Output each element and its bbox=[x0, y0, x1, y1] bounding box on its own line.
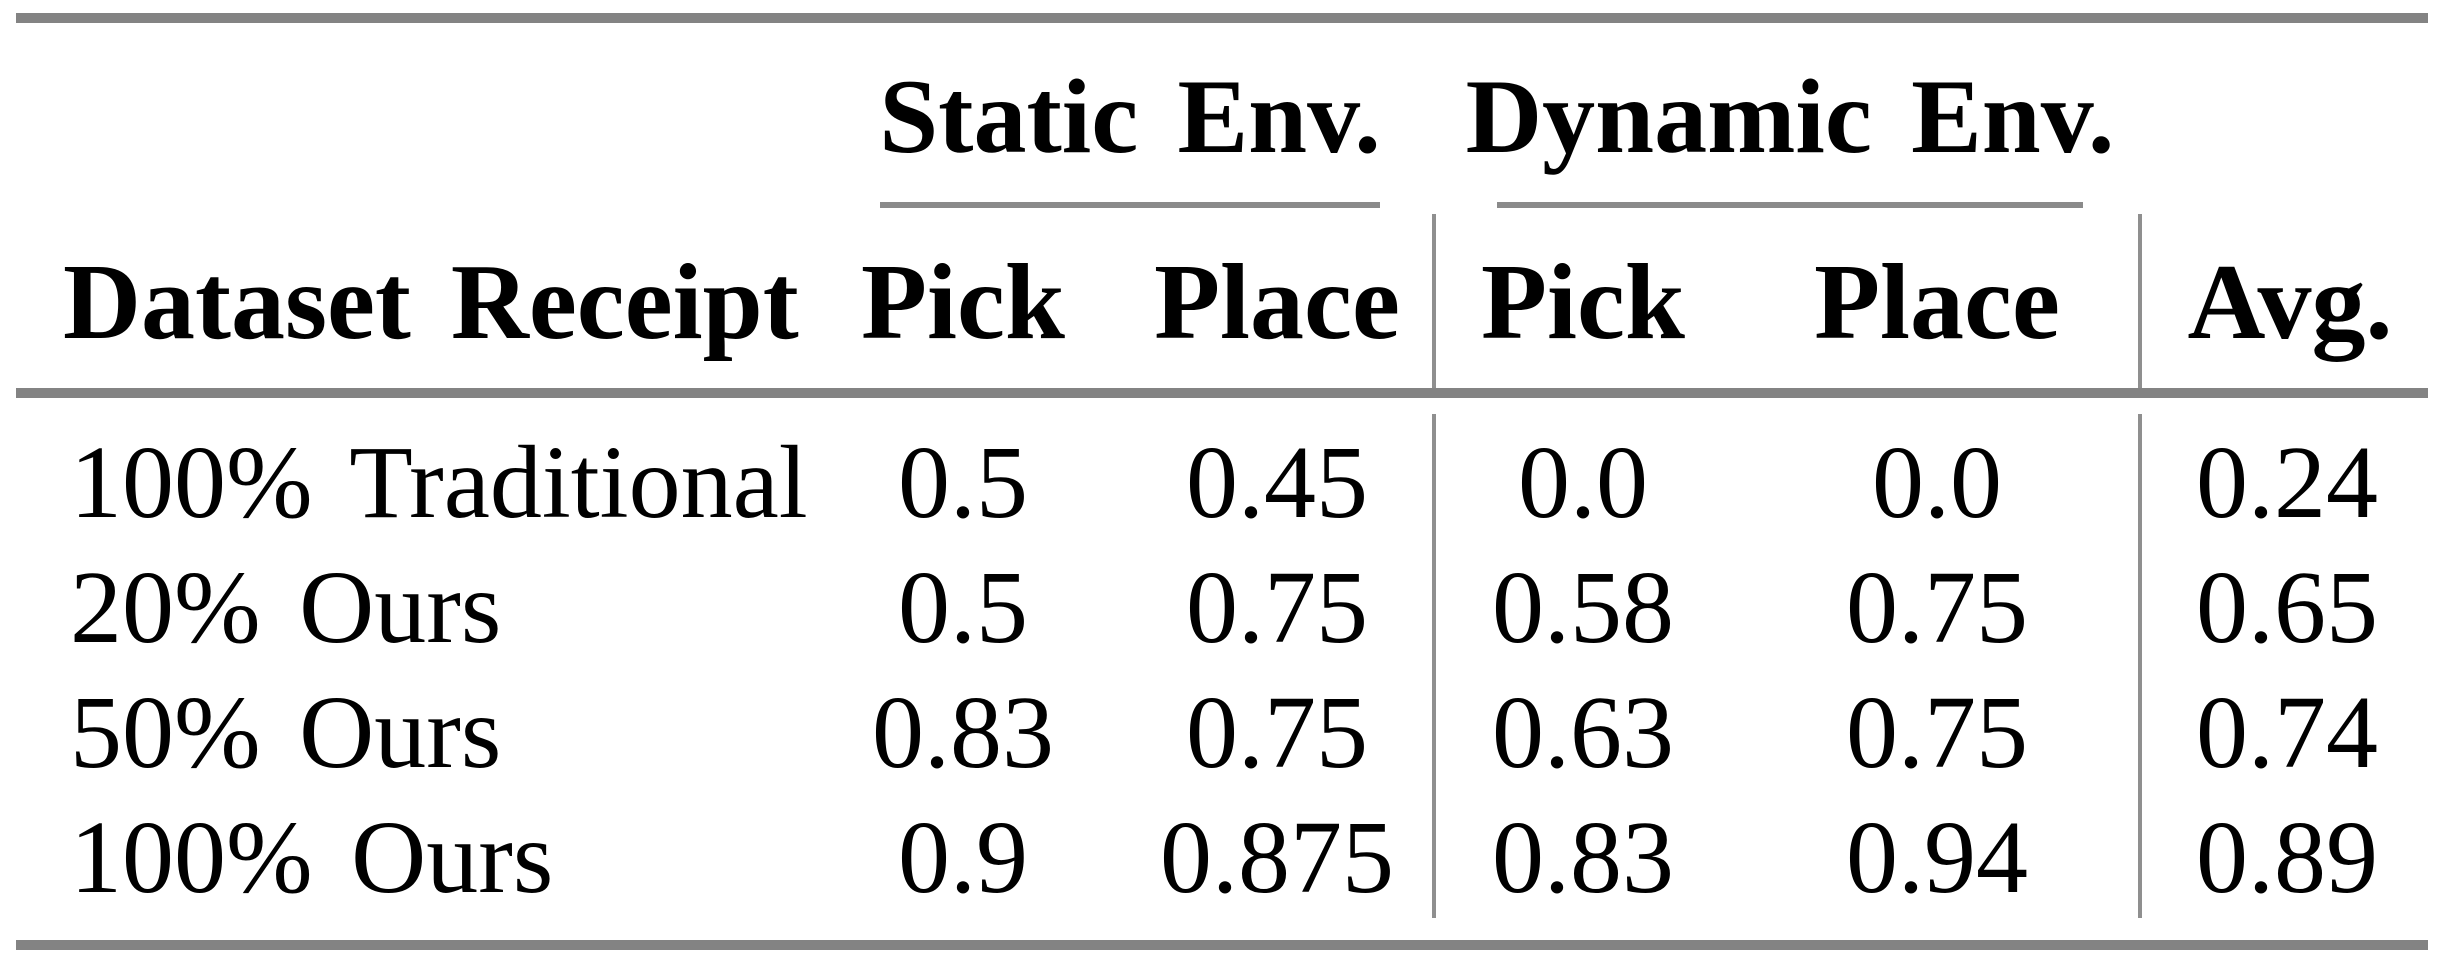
table-row: 50% Ours 0.83 0.75 0.63 0.75 0.74 bbox=[0, 681, 2440, 791]
bottom-rule bbox=[16, 940, 2428, 950]
cell-avg: 0.65 bbox=[2196, 550, 2378, 665]
cell-dynamic-pick: 0.63 bbox=[1492, 675, 1674, 790]
cell-static-pick: 0.5 bbox=[898, 425, 1028, 540]
cell-avg: 0.89 bbox=[2196, 800, 2378, 915]
static-env-underline bbox=[880, 202, 1380, 208]
column-header-dynamic-place: Place bbox=[1814, 243, 2060, 362]
cell-dynamic-pick: 0.58 bbox=[1492, 550, 1674, 665]
top-rule bbox=[16, 13, 2428, 23]
row-label: 100% Ours bbox=[70, 800, 554, 915]
table-row: 100% Ours 0.9 0.875 0.83 0.94 0.89 bbox=[0, 806, 2440, 916]
cell-dynamic-place: 0.94 bbox=[1846, 800, 2028, 915]
group-header-dynamic-env: Dynamic Env. bbox=[1465, 58, 2115, 175]
cell-avg: 0.24 bbox=[2196, 425, 2378, 540]
header-divider-rule bbox=[16, 388, 2428, 398]
cell-static-place: 0.45 bbox=[1186, 425, 1368, 540]
vertical-rule-dynamic-avg-lower bbox=[2138, 414, 2142, 918]
vertical-rule-dynamic-avg-upper bbox=[2138, 214, 2142, 388]
column-header-static-place: Place bbox=[1154, 243, 1400, 362]
cell-dynamic-place: 0.0 bbox=[1872, 425, 2002, 540]
cell-static-place: 0.875 bbox=[1160, 800, 1394, 915]
column-header-avg: Avg. bbox=[2187, 243, 2393, 362]
column-header-dataset-receipt: Dataset Receipt bbox=[63, 243, 799, 362]
row-label: 50% Ours bbox=[70, 675, 502, 790]
table-row: 100% Traditional 0.5 0.45 0.0 0.0 0.24 bbox=[0, 431, 2440, 541]
column-header-dynamic-pick: Pick bbox=[1481, 243, 1685, 362]
row-label: 20% Ours bbox=[70, 550, 502, 665]
cell-avg: 0.74 bbox=[2196, 675, 2378, 790]
cell-static-pick: 0.9 bbox=[898, 800, 1028, 915]
group-header-static-env: Static Env. bbox=[879, 58, 1381, 175]
vertical-rule-static-dynamic-upper bbox=[1432, 214, 1436, 388]
cell-static-place: 0.75 bbox=[1186, 675, 1368, 790]
cell-dynamic-pick: 0.0 bbox=[1518, 425, 1648, 540]
vertical-rule-static-dynamic-lower bbox=[1432, 414, 1436, 918]
cell-dynamic-pick: 0.83 bbox=[1492, 800, 1674, 915]
table-row: 20% Ours 0.5 0.75 0.58 0.75 0.65 bbox=[0, 556, 2440, 666]
row-label: 100% Traditional bbox=[70, 425, 808, 540]
cell-dynamic-place: 0.75 bbox=[1846, 675, 2028, 790]
dynamic-env-underline bbox=[1497, 202, 2083, 208]
cell-static-pick: 0.83 bbox=[872, 675, 1054, 790]
column-header-static-pick: Pick bbox=[861, 243, 1065, 362]
cell-dynamic-place: 0.75 bbox=[1846, 550, 2028, 665]
cell-static-pick: 0.5 bbox=[898, 550, 1028, 665]
cell-static-place: 0.75 bbox=[1186, 550, 1368, 665]
